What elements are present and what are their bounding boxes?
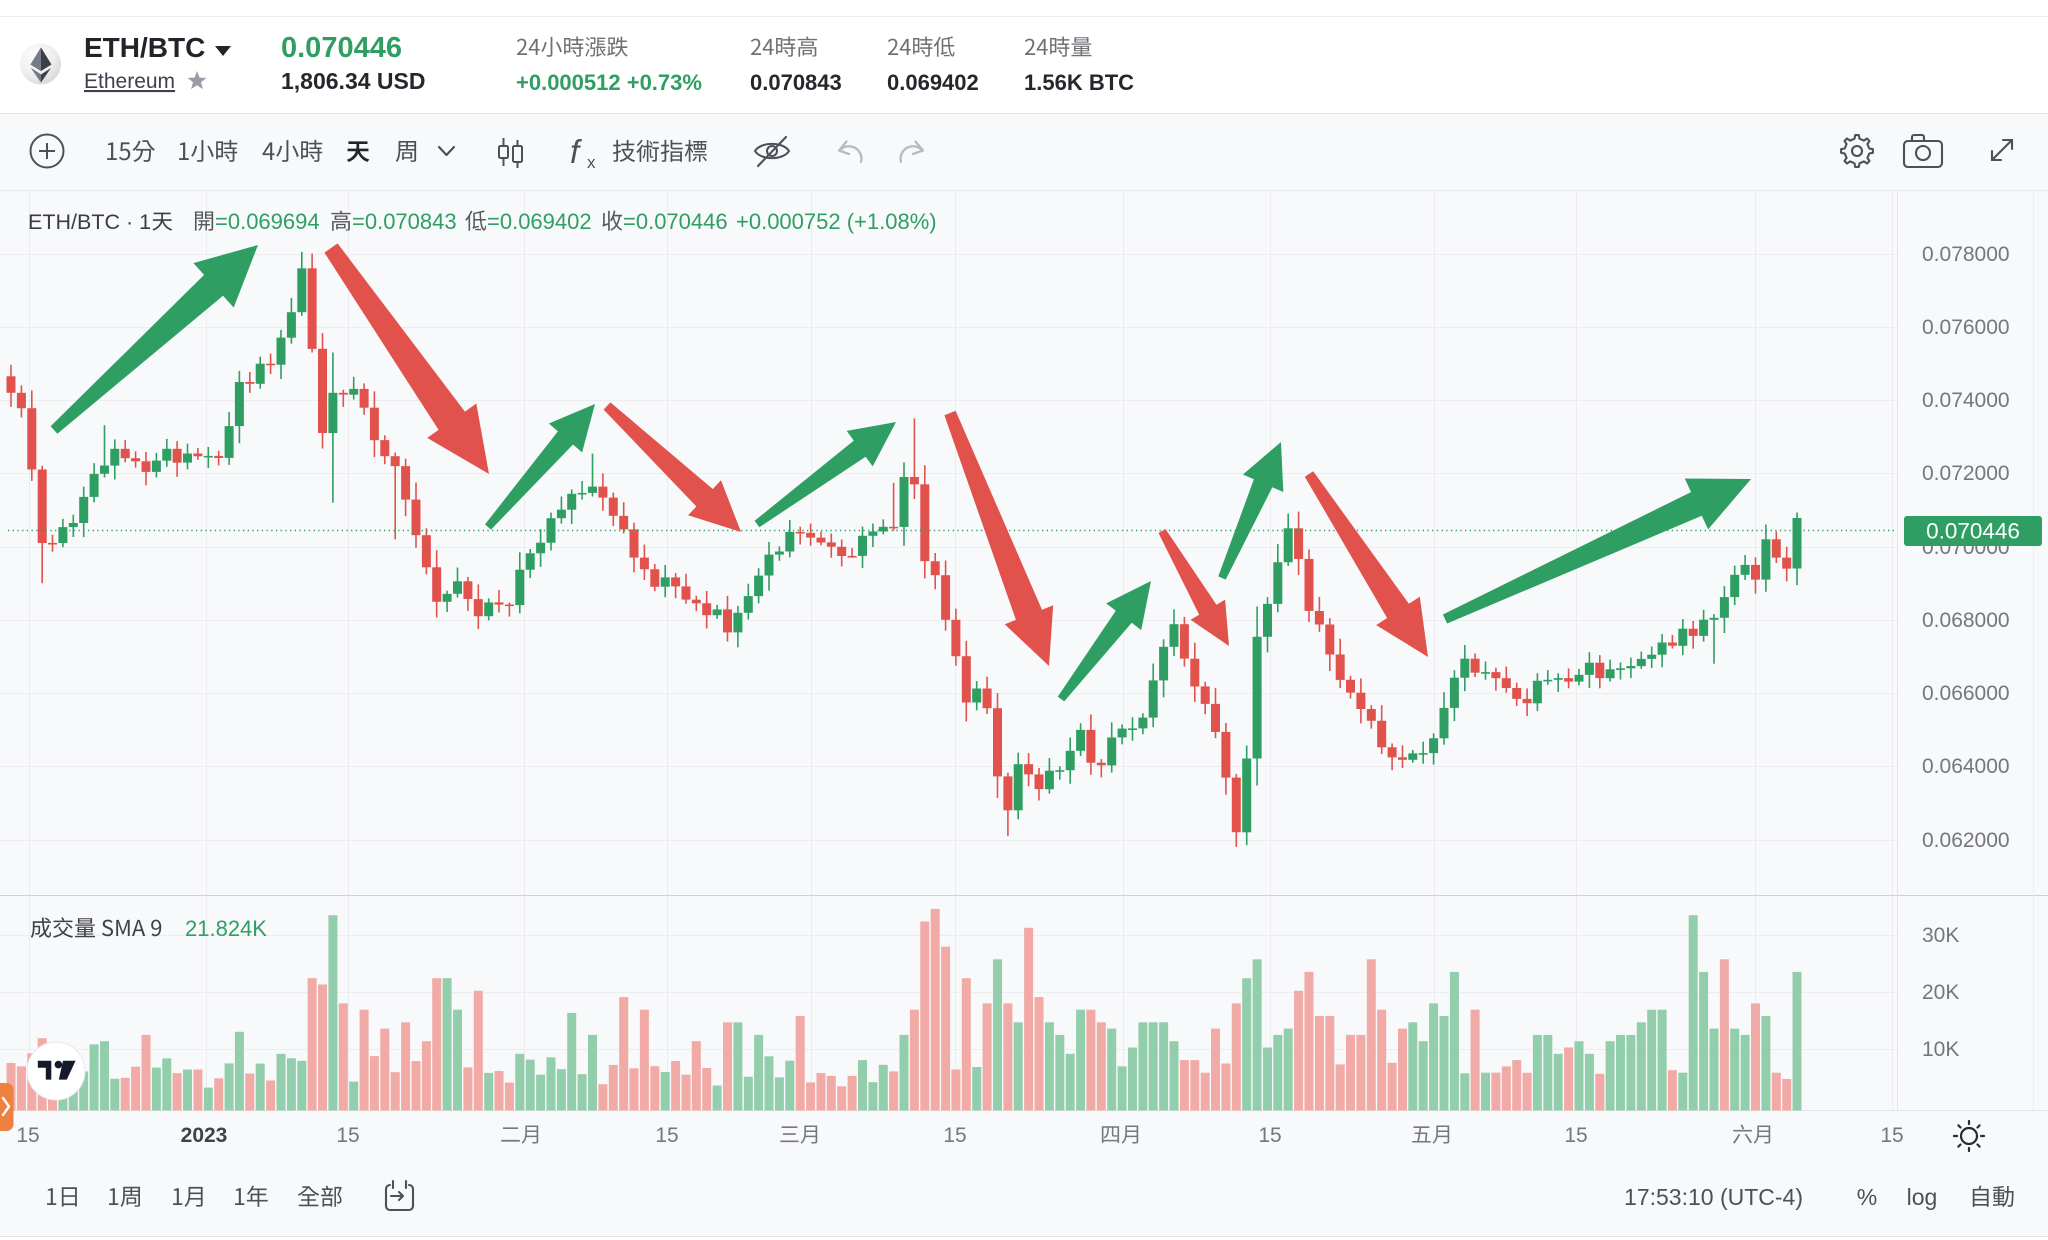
svg-text:30K: 30K	[1922, 924, 1959, 947]
svg-text:20K: 20K	[1922, 981, 1959, 1004]
svg-text:0.069402: 0.069402	[887, 70, 979, 95]
svg-text:log: log	[1907, 1184, 1938, 1210]
svg-text:15: 15	[16, 1124, 39, 1147]
svg-text:0.072000: 0.072000	[1922, 462, 2010, 485]
svg-text:15: 15	[1880, 1124, 1903, 1147]
svg-text:Ethereum: Ethereum	[84, 70, 175, 93]
svg-text:0.066000: 0.066000	[1922, 682, 2010, 705]
svg-text:15: 15	[1564, 1124, 1587, 1147]
svg-text:0.070843: 0.070843	[750, 70, 842, 95]
svg-text:0.068000: 0.068000	[1922, 609, 2010, 632]
svg-text:17:53:10 (UTC-4): 17:53:10 (UTC-4)	[1624, 1184, 1803, 1210]
svg-text:=0.069402: =0.069402	[487, 209, 592, 234]
svg-text:x: x	[587, 153, 596, 172]
svg-text:%: %	[1857, 1184, 1877, 1210]
svg-text:15: 15	[1258, 1124, 1281, 1147]
svg-text:=0.069694: =0.069694	[215, 209, 320, 234]
svg-text:21.824K: 21.824K	[185, 916, 267, 941]
svg-text:10K: 10K	[1922, 1038, 1959, 1061]
svg-text:ETH/BTC · 1: ETH/BTC · 1	[28, 210, 151, 234]
svg-text:+0.000512 +0.73%: +0.000512 +0.73%	[516, 70, 702, 95]
svg-text:0.070446: 0.070446	[1926, 519, 2020, 544]
svg-text:15: 15	[336, 1124, 359, 1147]
svg-text:2023: 2023	[181, 1124, 228, 1147]
svg-text:0.064000: 0.064000	[1922, 755, 2010, 778]
svg-text:1.56K BTC: 1.56K BTC	[1024, 70, 1134, 95]
svg-text:0.074000: 0.074000	[1922, 389, 2010, 412]
svg-text:0.070446: 0.070446	[281, 32, 402, 64]
svg-text:=0.070843: =0.070843	[352, 209, 457, 234]
svg-text:15: 15	[655, 1124, 678, 1147]
svg-text:0.062000: 0.062000	[1922, 829, 2010, 852]
svg-text:1,806.34 USD: 1,806.34 USD	[281, 68, 425, 94]
svg-text:0.076000: 0.076000	[1922, 316, 2010, 339]
svg-text:0.078000: 0.078000	[1922, 243, 2010, 266]
svg-text:+0.000752 (+1.08%): +0.000752 (+1.08%)	[736, 209, 937, 234]
svg-text:15: 15	[943, 1124, 966, 1147]
svg-text:ETH/BTC: ETH/BTC	[84, 32, 205, 63]
svg-text:=0.070446: =0.070446	[623, 209, 728, 234]
